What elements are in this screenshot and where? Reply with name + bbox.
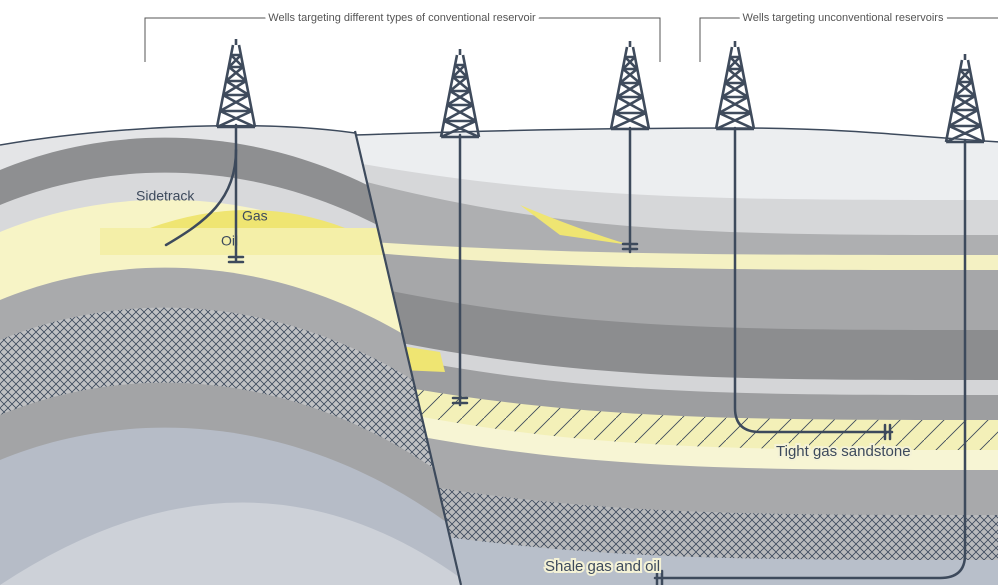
horizontal-well	[733, 126, 894, 441]
rigs	[215, 37, 986, 144]
well	[227, 123, 245, 264]
derrick	[609, 39, 651, 131]
label: Sidetrack	[136, 188, 195, 204]
right-block	[355, 128, 998, 585]
label: Tight gas sandstone	[776, 443, 911, 460]
wells	[164, 123, 967, 585]
left-block	[0, 125, 462, 585]
header-label: Wells targeting different types of conve…	[268, 12, 536, 24]
derrick	[714, 39, 756, 131]
oil-zone	[100, 228, 390, 255]
label: Shale gas and oil	[545, 558, 660, 575]
derrick	[215, 37, 257, 129]
label: Gas	[242, 208, 268, 224]
layer	[355, 520, 998, 585]
sidetrack-well	[164, 148, 238, 247]
bracket	[144, 17, 661, 62]
derrick	[944, 52, 986, 144]
layer	[0, 502, 462, 585]
header-label: Wells targeting unconventional reservoir…	[743, 12, 944, 24]
bracket	[699, 17, 998, 62]
derrick	[439, 47, 481, 139]
label: Oil	[221, 233, 238, 249]
well	[621, 126, 639, 254]
well	[451, 133, 469, 407]
fault-line	[353, 130, 463, 585]
gas-zone	[520, 205, 630, 245]
horizontal-well	[653, 138, 967, 585]
